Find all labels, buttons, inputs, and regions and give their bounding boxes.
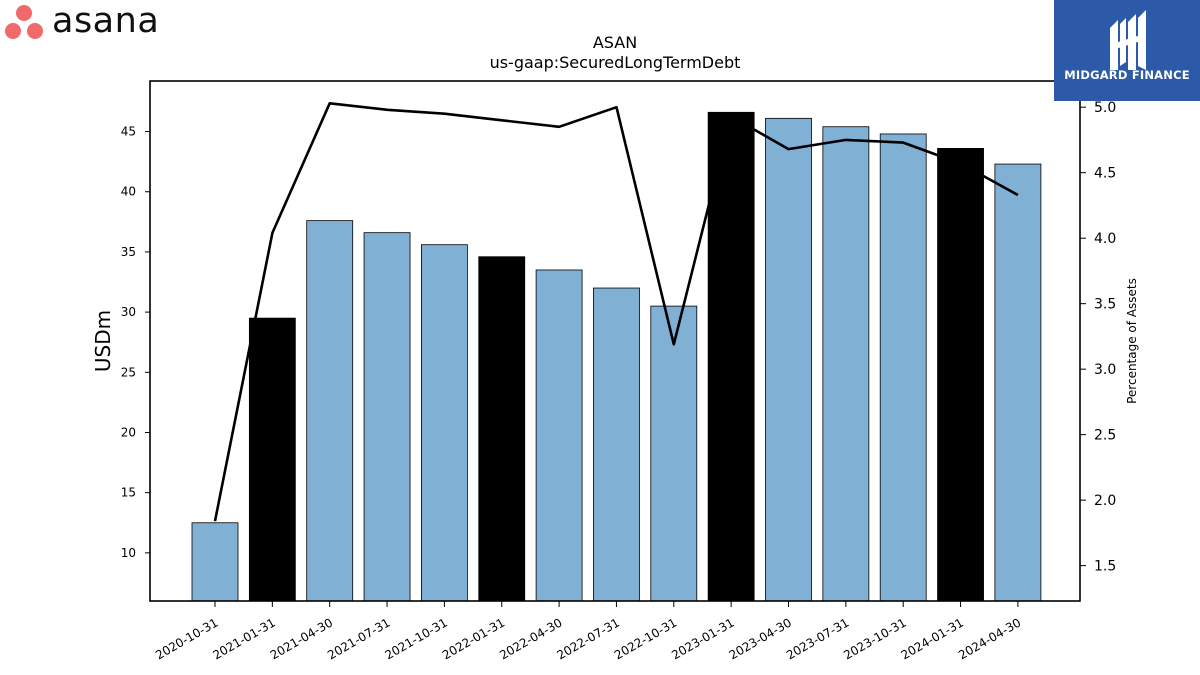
y2-tick-label: 3.0: [1094, 362, 1116, 378]
bar-2021-04-30: [306, 220, 354, 602]
x-tick-label: 2021-07-31: [325, 615, 392, 662]
y2-tick-label: 2.0: [1094, 493, 1116, 509]
plot-frame: [149, 80, 1081, 602]
logo-dot-top: [16, 5, 32, 21]
y-axis-label: USDm: [91, 310, 115, 372]
left-axis-ticks: 10 15 20 25 30 35 40 45: [121, 125, 150, 560]
right-axis-ticks: 1.5 2.0 2.5 3.0 3.5 4.0 4.5 5.0: [1080, 100, 1116, 575]
y-tick-label: 30: [121, 305, 136, 319]
partner-name: MIDGARD FINANCE: [1064, 68, 1190, 82]
x-tick-label: 2020-10-31: [153, 615, 220, 662]
x-tick-label: 2021-01-31: [210, 615, 277, 662]
bar-2022-04-30: [535, 269, 583, 602]
bar-2022-07-31: [593, 287, 640, 602]
x-tick-label: 2022-01-31: [440, 615, 507, 662]
x-tick-label: 2021-10-31: [382, 615, 449, 662]
y2-tick-label: 4.5: [1094, 166, 1116, 182]
y-tick-label: 10: [121, 546, 136, 560]
y2-tick-label: 2.5: [1094, 428, 1116, 444]
x-tick-label: 2021-04-30: [268, 615, 335, 662]
bar-2022-01-31: [478, 256, 526, 602]
chart-title: ASAN: [592, 33, 638, 52]
bar-2024-01-31: [937, 148, 984, 602]
x-tick-label: 2022-10-31: [612, 615, 679, 662]
asana-wordmark: asana: [52, 1, 160, 41]
y2-tick-label: 1.5: [1094, 559, 1116, 575]
percentage-line-series: [213, 102, 1019, 522]
x-tick-label: 2023-07-31: [784, 615, 851, 662]
bar-2024-04-30: [994, 163, 1042, 602]
y-tick-label: 45: [121, 125, 136, 139]
y-tick-label: 25: [121, 365, 136, 379]
y2-tick-label: 5.0: [1094, 100, 1116, 116]
x-tick-label: 2023-01-31: [669, 615, 736, 662]
midgard-emblem-icon: [1110, 10, 1146, 70]
bar-2021-01-31: [248, 317, 296, 602]
y-tick-label: 15: [121, 486, 136, 500]
bar-2023-10-31: [879, 133, 927, 602]
bar-2022-10-31: [650, 305, 698, 602]
bar-2020-10-31: [191, 522, 239, 602]
x-tick-label: 2024-04-30: [956, 615, 1023, 662]
bar-series: [191, 111, 1042, 602]
x-axis-ticks: 2020-10-312021-01-312021-04-302021-07-31…: [153, 601, 1023, 662]
y2-tick-label: 4.0: [1094, 231, 1116, 247]
y2-tick-label: 3.5: [1094, 297, 1116, 313]
bar-2021-07-31: [363, 232, 411, 602]
logo-dot-left: [5, 23, 21, 39]
x-tick-label: 2023-10-31: [841, 615, 908, 662]
x-tick-label: 2022-07-31: [555, 615, 622, 662]
asana-logo: asana: [4, 0, 194, 44]
y-tick-label: 40: [121, 185, 136, 199]
y-tick-label: 20: [121, 425, 136, 439]
y2-axis-label: Percentage of Assets: [1125, 278, 1139, 404]
y-tick-label: 35: [121, 245, 136, 259]
x-tick-label: 2022-04-30: [497, 615, 564, 662]
x-tick-label: 2023-04-30: [727, 615, 794, 662]
chart-subtitle: us-gaap:SecuredLongTermDebt: [489, 53, 741, 72]
logo-dot-right: [27, 23, 43, 39]
bar-2021-10-31: [420, 244, 468, 602]
bar-2023-01-31: [707, 111, 755, 602]
midgard-finance-logo: MIDGARD FINANCE: [1054, 0, 1200, 101]
bar-2023-04-30: [765, 117, 812, 602]
x-tick-label: 2024-01-31: [899, 615, 966, 662]
bar-2023-07-31: [822, 126, 870, 602]
